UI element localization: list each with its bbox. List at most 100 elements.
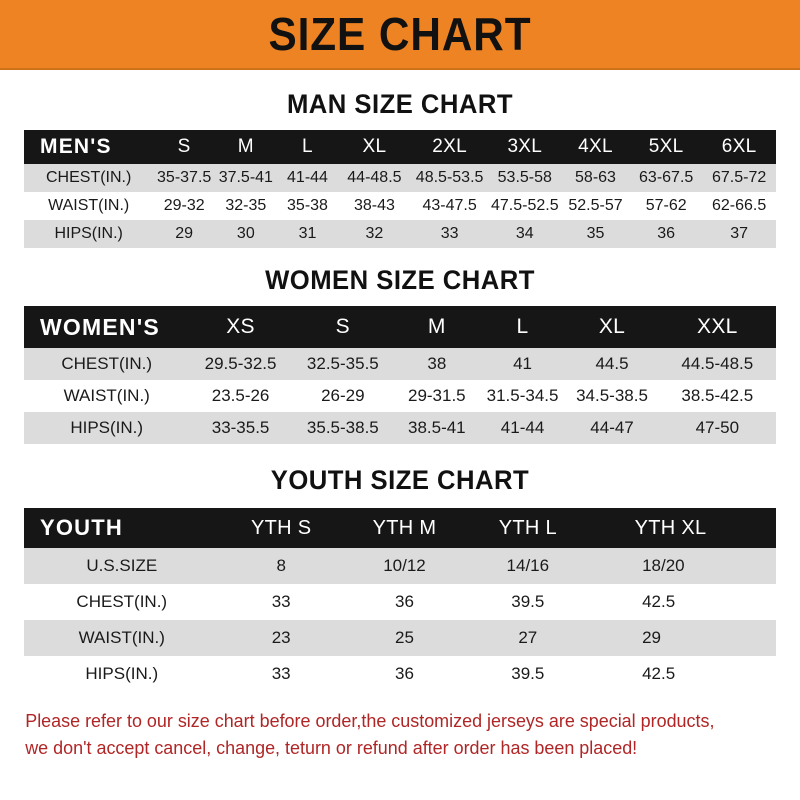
man-row-label-0: CHEST(IN.) <box>46 169 132 186</box>
women-cell-0-0: 29.5-32.5 <box>204 354 277 373</box>
youth-cell-3-3: 42.5 <box>642 664 676 683</box>
man-section-title: MAN SIZE CHART <box>286 89 514 119</box>
women-cell-2-3: 41-44 <box>500 418 545 437</box>
man-header-row: MEN'S S M L XL 2XL 3XL 4XL 5XL 6XL <box>24 130 776 164</box>
man-cell-2-5: 34 <box>515 225 534 242</box>
women-cell-0-2: 38 <box>427 354 447 373</box>
man-cell-0-4: 48.5-53.5 <box>415 169 484 186</box>
youth-cell-1-0: 33 <box>271 592 291 611</box>
women-cell-2-2: 38.5-41 <box>407 418 466 437</box>
women-size-table: WOMEN'S XS S M L XL XXL CHEST(IN.) 29.5-… <box>24 306 776 444</box>
page-banner: SIZE CHART <box>0 0 800 70</box>
youth-row-label-1: CHEST(IN.) <box>76 592 168 611</box>
table-row: WAIST(IN.) 29-32 32-35 35-38 38-43 43-47… <box>24 192 776 220</box>
women-cell-1-2: 29-31.5 <box>407 386 466 405</box>
page-title: SIZE CHART <box>268 8 532 60</box>
man-cell-2-6: 35 <box>586 225 605 242</box>
women-size-col-5: XXL <box>697 315 738 338</box>
man-cell-1-2: 35-38 <box>287 197 328 214</box>
man-cell-0-2: 41-44 <box>287 169 328 186</box>
youth-cell-3-2: 39.5 <box>511 664 545 683</box>
table-row: CHEST(IN.) 35-37.5 37.5-41 41-44 44-48.5… <box>24 164 776 192</box>
youth-cell-3-1: 36 <box>395 664 414 683</box>
youth-size-table: YOUTH YTH S YTH M YTH L YTH XL U.S.SIZE … <box>24 508 776 692</box>
youth-cell-2-3: 29 <box>642 628 662 647</box>
women-size-col-1: S <box>335 315 350 338</box>
youth-cell-2-0: 23 <box>271 628 291 647</box>
man-cell-0-3: 44-48.5 <box>347 169 402 186</box>
man-cell-2-2: 31 <box>298 225 317 242</box>
women-cell-1-1: 26-29 <box>321 386 365 405</box>
man-cell-2-3: 32 <box>365 225 384 242</box>
women-cell-1-3: 31.5-34.5 <box>486 386 559 405</box>
table-row: U.S.SIZE 8 10/12 14/16 18/20 <box>24 548 776 584</box>
women-cell-1-0: 23.5-26 <box>211 386 270 405</box>
man-size-col-5: 3XL <box>507 136 543 157</box>
man-cell-1-6: 52.5-57 <box>568 197 623 214</box>
youth-row-label-3: HIPS(IN.) <box>85 664 159 683</box>
youth-size-col-2: YTH L <box>498 516 557 539</box>
youth-size-col-0: YTH S <box>250 516 312 539</box>
table-row: CHEST(IN.) 33 36 39.5 42.5 <box>24 584 776 620</box>
women-section-title: WOMEN SIZE CHART <box>265 265 535 295</box>
man-size-table: MEN'S S M L XL 2XL 3XL 4XL 5XL 6XL CHEST… <box>24 130 776 248</box>
man-size-col-6: 4XL <box>578 136 613 157</box>
youth-header-label: YOUTH <box>40 515 123 540</box>
women-cell-2-1: 35.5-38.5 <box>306 418 379 437</box>
table-row: HIPS(IN.) 33 36 39.5 42.5 <box>24 656 776 692</box>
man-cell-0-5: 53.5-58 <box>497 169 552 186</box>
man-cell-2-1: 30 <box>236 225 255 242</box>
women-cell-2-5: 47-50 <box>695 418 740 437</box>
women-cell-2-0: 33-35.5 <box>211 418 270 437</box>
women-row-label-1: WAIST(IN.) <box>63 386 150 405</box>
women-row-label-2: HIPS(IN.) <box>70 418 144 437</box>
women-row-label-0: CHEST(IN.) <box>61 354 153 373</box>
man-cell-1-4: 43-47.5 <box>422 197 477 214</box>
youth-row-label-0: U.S.SIZE <box>86 556 158 575</box>
footer-note: Please refer to our size chart before or… <box>0 708 776 762</box>
youth-cell-0-0: 8 <box>276 556 286 575</box>
women-cell-0-3: 41 <box>513 354 532 373</box>
women-cell-1-4: 34.5-38.5 <box>576 386 648 405</box>
women-table-wrapper: WOMEN'S XS S M L XL XXL CHEST(IN.) 29.5-… <box>0 306 800 444</box>
man-row-label-1: WAIST(IN.) <box>48 197 130 214</box>
women-size-col-3: L <box>516 315 529 338</box>
women-cell-0-5: 44.5-48.5 <box>681 354 754 373</box>
man-size-col-2: L <box>302 136 313 157</box>
women-cell-2-4: 44-47 <box>590 418 634 437</box>
man-row-label-2: HIPS(IN.) <box>54 225 123 242</box>
youth-cell-2-1: 25 <box>395 628 414 647</box>
youth-section-title: YOUTH SIZE CHART <box>270 465 530 495</box>
youth-cell-0-1: 10/12 <box>383 556 426 575</box>
table-row: WAIST(IN.) 23.5-26 26-29 29-31.5 31.5-34… <box>24 380 776 412</box>
women-size-col-4: XL <box>598 315 626 338</box>
man-cell-0-6: 58-63 <box>575 169 616 186</box>
youth-row-label-2: WAIST(IN.) <box>78 628 165 647</box>
women-size-col-2: M <box>427 315 446 338</box>
man-cell-0-8: 67.5-72 <box>711 169 767 186</box>
youth-cell-3-0: 33 <box>271 664 291 683</box>
man-cell-0-7: 63-67.5 <box>639 169 694 186</box>
women-cell-0-1: 32.5-35.5 <box>306 354 379 373</box>
women-header-row: WOMEN'S XS S M L XL XXL <box>24 306 776 348</box>
youth-size-col-3: YTH XL <box>634 516 707 539</box>
table-row: HIPS(IN.) 33-35.5 35.5-38.5 38.5-41 41-4… <box>24 412 776 444</box>
women-cell-0-4: 44.5 <box>595 354 629 373</box>
women-size-col-0: XS <box>226 315 255 338</box>
man-size-col-1: M <box>237 136 254 157</box>
youth-table-wrapper: YOUTH YTH S YTH M YTH L YTH XL U.S.SIZE … <box>0 508 800 692</box>
man-cell-1-7: 57-62 <box>645 197 687 214</box>
man-cell-1-8: 62-66.5 <box>711 197 767 214</box>
footer-note-line-1: Please refer to our size chart before or… <box>25 710 715 731</box>
footer-note-line-2: we don't accept cancel, change, teturn o… <box>25 736 638 758</box>
women-cell-1-5: 38.5-42.5 <box>681 386 754 405</box>
man-cell-2-0: 29 <box>175 225 194 242</box>
man-cell-1-0: 29-32 <box>163 197 205 214</box>
youth-cell-1-2: 39.5 <box>511 592 545 611</box>
table-row: WAIST(IN.) 23 25 27 29 <box>24 620 776 656</box>
table-row: CHEST(IN.) 29.5-32.5 32.5-35.5 38 41 44.… <box>24 348 776 380</box>
youth-cell-1-1: 36 <box>395 592 414 611</box>
man-size-col-8: 6XL <box>721 136 757 157</box>
man-cell-0-1: 37.5-41 <box>218 169 273 186</box>
